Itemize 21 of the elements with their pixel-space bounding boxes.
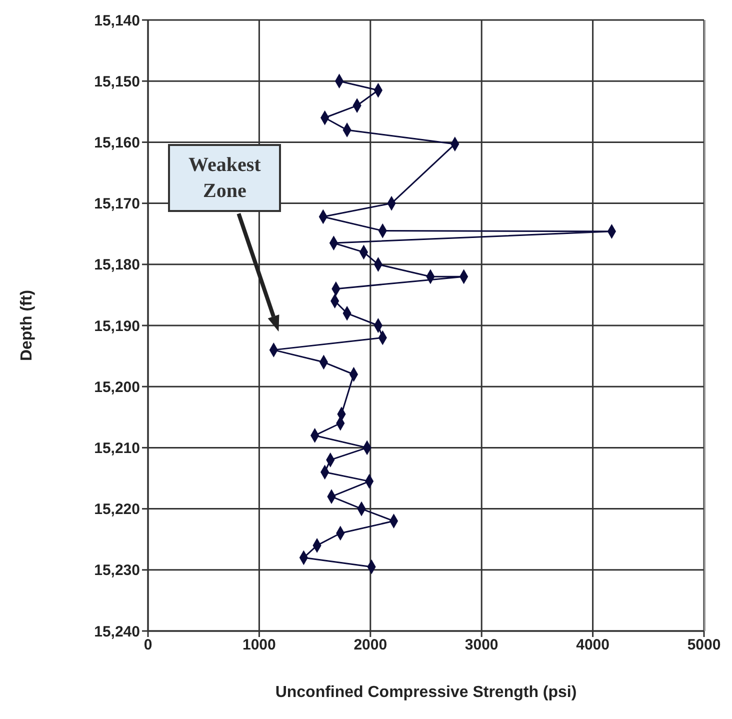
callout-box: Weakest Zone	[168, 144, 282, 212]
y-tick-label: 15,220	[94, 501, 140, 518]
y-tick-label: 15,190	[94, 318, 140, 335]
x-tick-label: 1000	[242, 636, 276, 654]
y-tick-label: 15,200	[94, 378, 140, 396]
x-tick-label: 0	[144, 636, 152, 654]
x-tick-label: 3000	[464, 636, 498, 654]
annotation: Weakest Zone	[188, 152, 262, 204]
y-tick-label: 15,210	[94, 440, 140, 458]
x-tick-label: 4000	[576, 636, 610, 654]
y-tick-label: 15,140	[94, 12, 140, 30]
x-tick-label: 5000	[687, 636, 721, 654]
y-tick-label: 15,180	[94, 256, 140, 274]
y-tick-label: 15,150	[94, 73, 140, 90]
y-tick-label: 15,160	[94, 134, 140, 152]
y-axis-title: Depth (ft)	[18, 290, 36, 362]
x-tick-label: 2000	[354, 636, 388, 654]
y-tick-label: 15,170	[94, 196, 140, 213]
x-axis-title: Unconfined Compressive Strength (psi)	[275, 684, 577, 701]
y-tick-label: 15,230	[94, 562, 140, 580]
y-tick-label: 15,240	[94, 623, 140, 640]
